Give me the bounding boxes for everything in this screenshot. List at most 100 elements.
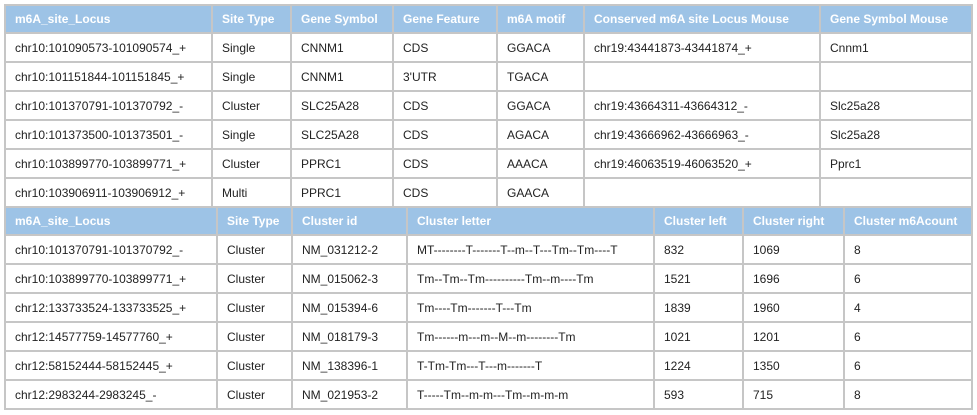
table-cell: NM_031212-2 [291,234,408,265]
table-row: chr10:103899770-103899771_+ Cluster NM_015… [4,263,973,294]
column-header: Cluster letter [406,206,655,236]
table-row: chr10:103899770-103899771_+ Cluster PPRC1 C… [4,148,973,179]
table-cell: PPRC1 [290,148,394,179]
table-cell: Tm----Tm-------T---Tm [406,292,655,323]
table-cell: 1021 [653,321,744,352]
table-cell: T-Tm-Tm---T---m-------T [406,350,655,381]
table-cell: Cluster [216,321,293,352]
table-cell: SLC25A28 [290,90,394,121]
table-row: chr12:133733524-133733525_+ Cluster NM_015… [4,292,973,323]
table-header-row: m6A_site_Locus Site Type Gene Symbol Gene F… [4,4,973,34]
table-row: chr10:101370791-101370792_- Cluster NM_031… [4,234,973,265]
table-cell: chr12:14577759-14577760_+ [4,321,218,352]
table-cell: 715 [742,379,845,410]
table-row: chr10:101373500-101373501_- Single SLC25A2… [4,119,973,150]
table-cell: Single [211,32,292,63]
table-cell: Single [211,119,292,150]
table-cell: AAACA [496,148,585,179]
column-header: Cluster left [653,206,744,236]
cluster-table: m6A_site_Locus Site Type Cluster id Cluster… [4,206,973,410]
table-cell: chr10:101151844-101151845_+ [4,61,213,92]
table-cell: Cnnm1 [819,32,973,63]
column-header: Conserved m6A site Locus Mouse [583,4,821,34]
table-cell: Cluster [211,148,292,179]
table-cell: chr12:58152444-58152445_+ [4,350,218,381]
table-cell: chr12:133733524-133733525_+ [4,292,218,323]
table-cell: 593 [653,379,744,410]
table-cell: 1350 [742,350,845,381]
table-cell: chr19:43441873-43441874_+ [583,32,821,63]
column-header: Gene Symbol [290,4,394,34]
table-cell: MT--------T-------T--m--T---Tm--Tm----T [406,234,655,265]
table-cell: CDS [392,32,498,63]
table-cell: NM_138396-1 [291,350,408,381]
table-cell: CDS [392,177,498,208]
table-cell: 8 [843,379,973,410]
table-cell: Pprc1 [819,148,973,179]
table-cell: NM_018179-3 [291,321,408,352]
table-cell: TGACA [496,61,585,92]
column-header: Cluster id [291,206,408,236]
table-cell: Cluster [216,234,293,265]
table-cell: Tm------m---m--M--m--------Tm [406,321,655,352]
table-cell: chr19:43664311-43664312_- [583,90,821,121]
table-cell [819,177,973,208]
table-cell: 1839 [653,292,744,323]
column-header: Cluster right [742,206,845,236]
table-cell: Cluster [216,379,293,410]
table-cell: Single [211,61,292,92]
table-cell: 1960 [742,292,845,323]
column-header: m6A_site_Locus [4,206,218,236]
table-cell: Cluster [216,292,293,323]
table-cell: chr19:43666962-43666963_- [583,119,821,150]
table-header-row: m6A_site_Locus Site Type Cluster id Cluster… [4,206,973,236]
column-header: Site Type [211,4,292,34]
table-cell: GAACA [496,177,585,208]
table-cell: CDS [392,148,498,179]
table-cell: 1696 [742,263,845,294]
table-cell: GGACA [496,90,585,121]
table-cell: CDS [392,119,498,150]
table-row: chr10:101370791-101370792_- Cluster SLC25A… [4,90,973,121]
table-cell: chr10:101370791-101370792_- [4,90,213,121]
table-row: chr10:103906911-103906912_+ Multi PPRC1 CDS… [4,177,973,208]
table-cell: CDS [392,90,498,121]
table-row: chr10:101151844-101151845_+ Single CNNM1 3'… [4,61,973,92]
table-cell: chr12:2983244-2983245_- [4,379,218,410]
table-cell: Slc25a28 [819,119,973,150]
column-header: m6A motif [496,4,585,34]
column-header: Site Type [216,206,293,236]
table-cell: chr19:46063519-46063520_+ [583,148,821,179]
table-cell: 4 [843,292,973,323]
table-cell: NM_021953-2 [291,379,408,410]
table-cell: 1521 [653,263,744,294]
column-header: m6A_site_Locus [4,4,213,34]
table-cell: 3'UTR [392,61,498,92]
table-cell: 6 [843,350,973,381]
table-cell: 8 [843,234,973,265]
table-cell: Slc25a28 [819,90,973,121]
table-row: chr12:58152444-58152445_+ Cluster NM_13839… [4,350,973,381]
table-cell: 1224 [653,350,744,381]
table-cell [819,61,973,92]
table-cell: AGACA [496,119,585,150]
table-cell [583,177,821,208]
table-cell: SLC25A28 [290,119,394,150]
table-cell: 6 [843,263,973,294]
table-cell: chr10:101370791-101370792_- [4,234,218,265]
column-header: Gene Feature [392,4,498,34]
table-cell: 832 [653,234,744,265]
table-cell: Cluster [211,90,292,121]
table-cell [583,61,821,92]
table-cell: 1069 [742,234,845,265]
table-row: chr10:101090573-101090574_+ Single CNNM1 CD… [4,32,973,63]
table-cell: PPRC1 [290,177,394,208]
table-cell: chr10:103899770-103899771_+ [4,263,218,294]
column-header: Cluster m6Acount [843,206,973,236]
table-cell: NM_015062-3 [291,263,408,294]
table-cell: chr10:103899770-103899771_+ [4,148,213,179]
column-header: Gene Symbol Mouse [819,4,973,34]
table-cell: chr10:101090573-101090574_+ [4,32,213,63]
table-cell: CNNM1 [290,32,394,63]
table-cell: Cluster [216,350,293,381]
